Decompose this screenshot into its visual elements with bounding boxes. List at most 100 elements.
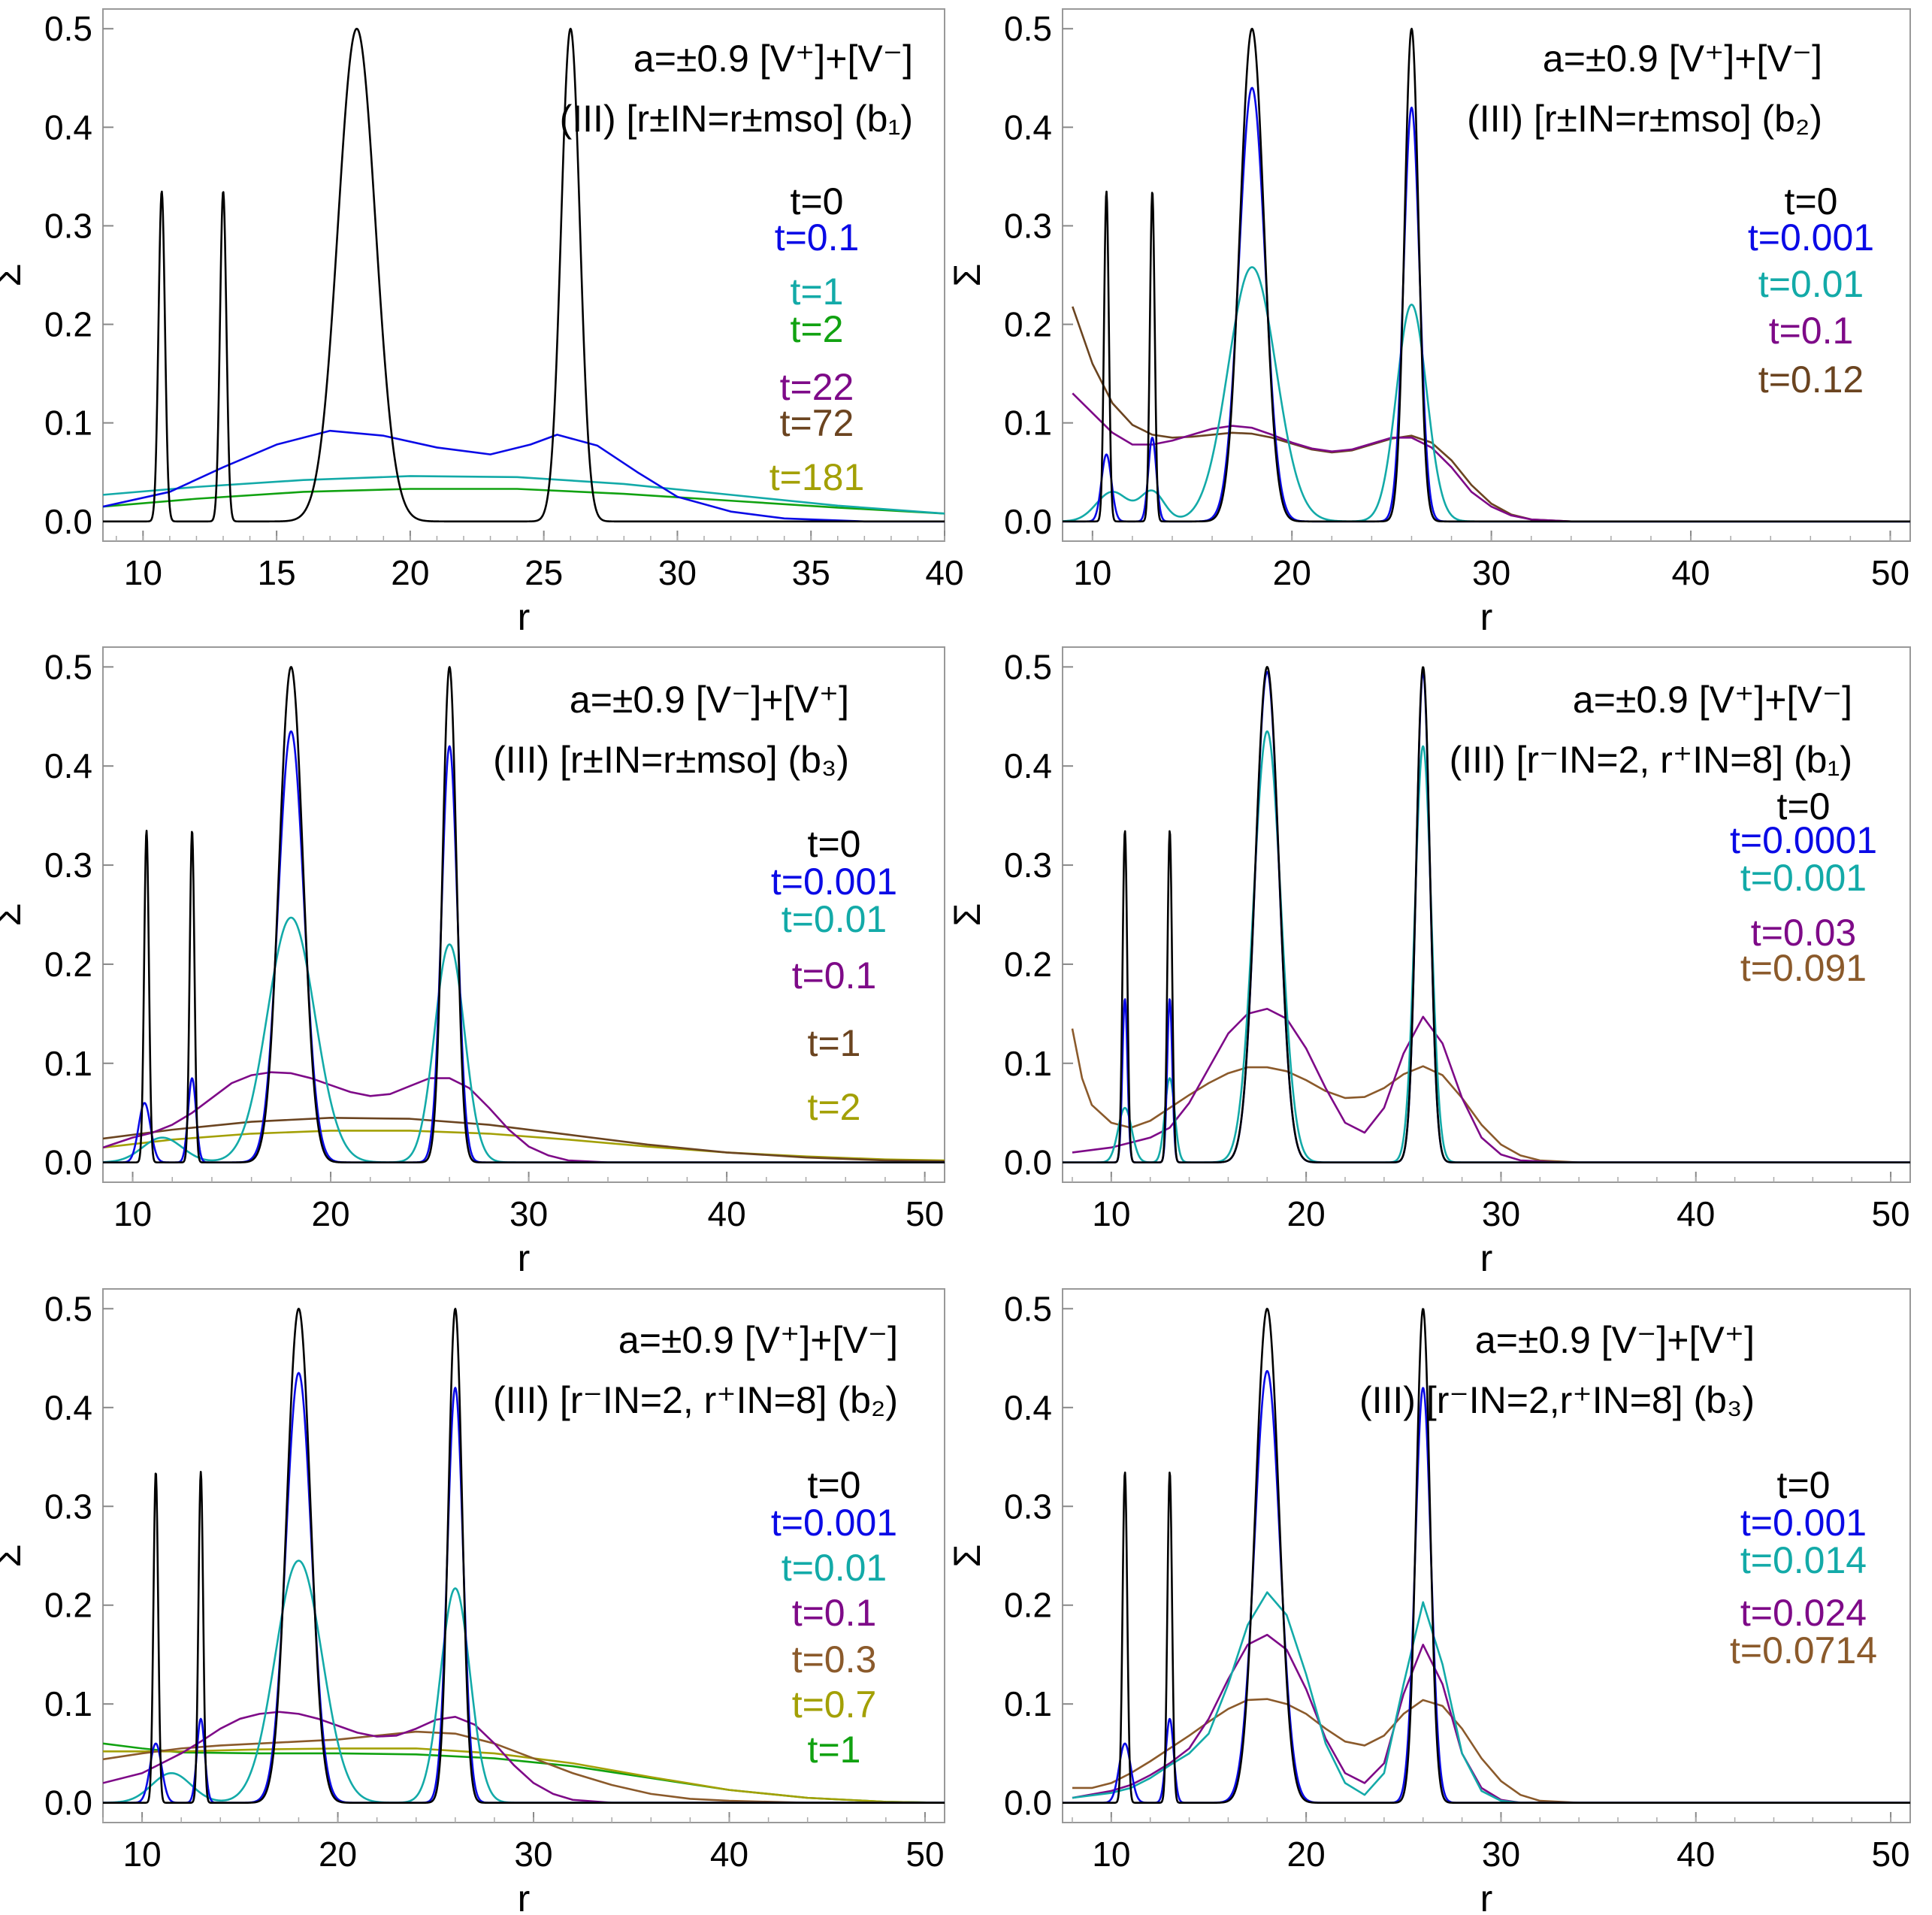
series-group [1063,1308,1910,1804]
legend-entry: t=1 [791,271,844,313]
legend-entry: t=0.0714 [1730,1629,1877,1671]
x-tick-label: 20 [1287,1835,1326,1874]
series-line-t-0-0714 [1072,1698,1910,1804]
y-tick-label: 0.1 [44,1044,92,1083]
x-tick-label: 40 [710,1835,748,1874]
y-tick-label: 0.2 [1004,305,1052,344]
plot-frame [102,8,945,542]
y-tick-label: 0.3 [1004,206,1052,245]
chart-panel-1: 10 15 20 25 30 35 40 0.0 0.1 0.2 0.3 0.4 0.5 r Σa=±0.9… [0,8,964,638]
legend-entry: t=72 [780,402,854,444]
legend-entry: t=0.024 [1740,1592,1867,1634]
legend-entry: t=0.014 [1740,1539,1867,1581]
y-tick-label: 0.5 [1004,647,1052,686]
chart-panel-5: 10 20 30 40 50 0.0 0.1 0.2 0.3 0.4 0.5 r Σa=±0.9 [V⁺… [0,1288,945,1915]
legend-entry: t=2 [791,308,844,350]
legend-entry: t=0 [791,180,844,222]
plot-frame [102,646,945,1183]
series-line-t-0-3 [103,1730,945,1804]
y-tick-label: 0.1 [44,404,92,443]
y-axis-label: Σ [0,264,29,287]
x-axis-label: r [1480,596,1493,638]
plot-frame [1062,8,1911,542]
x-tick-label: 50 [1871,1835,1909,1874]
panel-title-line1: a=±0.9 [V⁺]+[V⁻] [618,1319,898,1361]
legend-entry: t=0.1 [775,216,860,259]
x-axis-label: r [1480,1877,1493,1915]
x-tick-label: 30 [509,1194,548,1233]
legend-entry: t=0.01 [782,898,887,940]
series-line-t-0 [103,27,945,523]
x-tick-label: 10 [1073,553,1111,592]
y-tick-label: 0.4 [44,107,92,147]
y-tick-label: 0.5 [1004,1289,1052,1328]
x-tick-label: 20 [319,1835,357,1874]
legend-entry: t=1 [808,1022,861,1064]
x-tick-label: 15 [258,553,296,592]
x-tick-label: 30 [514,1835,552,1874]
chart-panel-2: 10 20 30 40 50 0.0 0.1 0.2 0.3 0.4 0.5 r Σa=±0.9 [V⁺… [946,8,1911,638]
series-line-t-0 [1063,1308,1910,1804]
y-tick-label: 0.1 [1004,1044,1052,1083]
y-tick-label: 0.0 [44,1143,92,1182]
legend-entry: t=0.01 [1758,263,1864,305]
x-tick-label: 20 [311,1194,349,1233]
series-group [1063,666,1910,1163]
x-axis-label: r [518,596,531,638]
legend-entry: t=0.091 [1740,947,1867,989]
x-tick-label: 30 [1482,1835,1520,1874]
y-tick-label: 0.4 [1004,1388,1052,1427]
chart-panel-6: 10 20 30 40 50 0.0 0.1 0.2 0.3 0.4 0.5 r Σa=±0.9 [V⁻… [946,1288,1911,1915]
series-group [103,1308,945,1804]
legend-entry: t=0 [1777,1464,1831,1506]
x-tick-label: 10 [123,1835,162,1874]
legend-entry: t=0.001 [1740,857,1867,899]
series-line-t-2 [103,488,945,515]
legend-entry: t=0.7 [792,1684,877,1726]
y-tick-label: 0.3 [1004,1487,1052,1526]
x-tick-label: 40 [708,1194,746,1233]
x-tick-label: 40 [1677,1194,1715,1233]
legend-entry: t=0.12 [1758,358,1864,401]
legend-entry: t=0 [808,1464,861,1506]
chart-panel-3: 10 20 30 40 50 0.0 0.1 0.2 0.3 0.4 0.5 r Σa=±0.9 [V⁻… [0,646,945,1279]
x-tick-label: 10 [1092,1835,1130,1874]
y-axis-label: Σ [946,903,988,927]
x-tick-label: 10 [113,1194,152,1233]
y-tick-label: 0.5 [44,647,92,686]
series-line-t-0 [1063,666,1910,1163]
legend-entry: t=0.0001 [1730,819,1877,861]
panel-title-line1: a=±0.9 [V⁺]+[V⁻] [1543,38,1822,80]
panel-title-line2: (III) [r±IN=r±mso] (b₁) [560,98,913,140]
y-tick-label: 0.2 [1004,1586,1052,1625]
x-tick-label: 40 [1671,553,1710,592]
y-tick-label: 0.3 [44,846,92,885]
x-tick-label: 25 [525,553,563,592]
legend-entry: t=0.001 [1740,1502,1867,1544]
y-tick-label: 0.2 [1004,945,1052,984]
y-tick-label: 0.4 [44,1388,92,1427]
y-tick-label: 0.4 [1004,107,1052,147]
series-line-t-0-001 [1063,1369,1910,1804]
legend-entry: t=0.1 [792,954,877,997]
legend-entry: t=0 [1777,785,1831,827]
panel-title-line1: a=±0.9 [V⁺]+[V⁻] [633,38,913,80]
series-line-t-0 [103,666,945,1163]
y-tick-label: 0.5 [44,9,92,48]
x-axis-label: r [1480,1237,1493,1279]
legend-entry: t=0.1 [1769,310,1854,352]
y-axis-label: Σ [946,1544,988,1568]
x-tick-label: 40 [1677,1835,1715,1874]
x-tick-label: 30 [1482,1194,1520,1233]
x-tick-label: 10 [1092,1194,1130,1233]
y-tick-label: 0.1 [1004,404,1052,443]
series-line-t-0-014 [1072,1591,1910,1804]
series-line-t-1 [103,1117,945,1163]
y-tick-label: 0.0 [1004,502,1052,541]
series-line-t-0-03 [1072,1007,1910,1163]
series-group [1063,27,1910,523]
series-line-t-1 [103,475,945,515]
x-tick-label: 50 [1871,1194,1909,1233]
x-tick-label: 20 [1287,1194,1326,1233]
